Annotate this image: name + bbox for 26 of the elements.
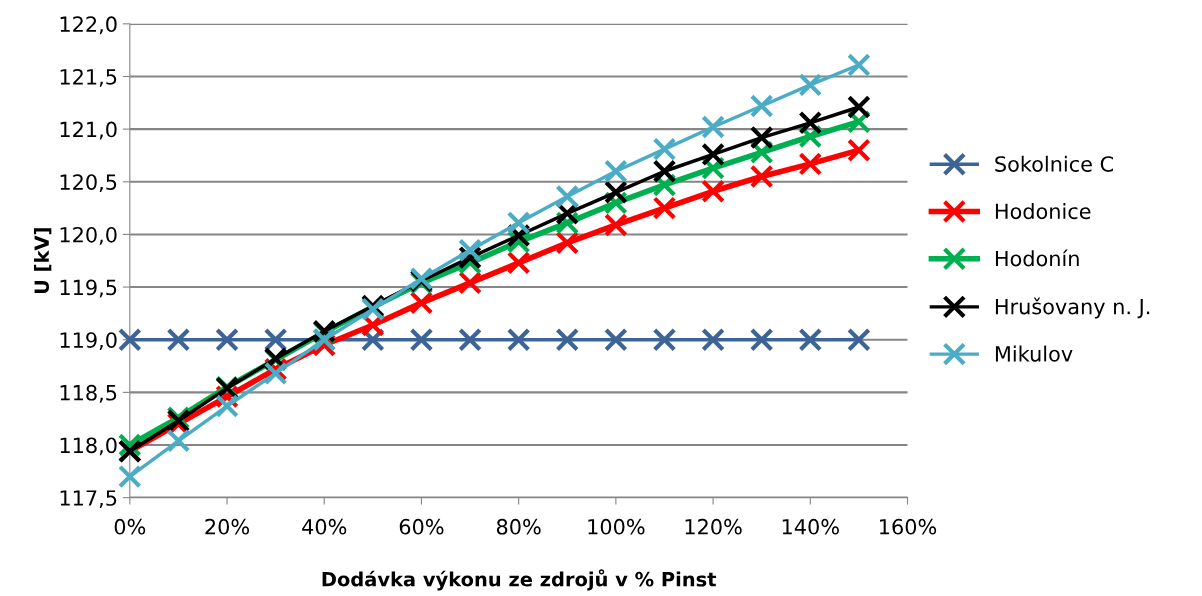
x-tick-label: 40% <box>302 518 347 535</box>
y-axis-title: U [kV] <box>33 228 52 294</box>
legend-label: Hodonín <box>995 249 1079 267</box>
x-tick-label: 120% <box>685 518 742 535</box>
y-tick-label: 118,0 <box>60 437 117 456</box>
x-tick-label: 20% <box>205 518 250 535</box>
x-tick-label: 100% <box>588 518 645 535</box>
legend-label: Hodonice <box>995 203 1091 220</box>
y-tick-label: 121,5 <box>60 68 117 87</box>
y-tick-label: 120,5 <box>60 174 117 193</box>
y-tick-label: 117,5 <box>60 490 117 508</box>
x-tick-label: 80% <box>496 518 541 535</box>
x-tick-label: 0% <box>114 518 146 535</box>
x-axis-title: Dodávka výkonu ze zdrojů v % Pinst <box>322 569 717 591</box>
x-tick-label: 140% <box>782 518 839 535</box>
x-tick-label: 60% <box>399 518 444 535</box>
legend-label: Sokolnice C <box>995 155 1114 172</box>
y-tick-label: 119,5 <box>60 279 117 298</box>
y-tick-label: 122,0 <box>60 16 117 35</box>
x-tick-label: 160% <box>880 518 937 535</box>
legend-label: Hrušovany n. J. <box>995 297 1150 319</box>
y-tick-label: 121,0 <box>60 121 117 140</box>
y-tick-label: 120,0 <box>60 226 117 245</box>
y-tick-label: 119,0 <box>60 332 117 351</box>
legend-label: Mikulov <box>995 345 1073 362</box>
y-tick-label: 118,5 <box>60 384 117 403</box>
